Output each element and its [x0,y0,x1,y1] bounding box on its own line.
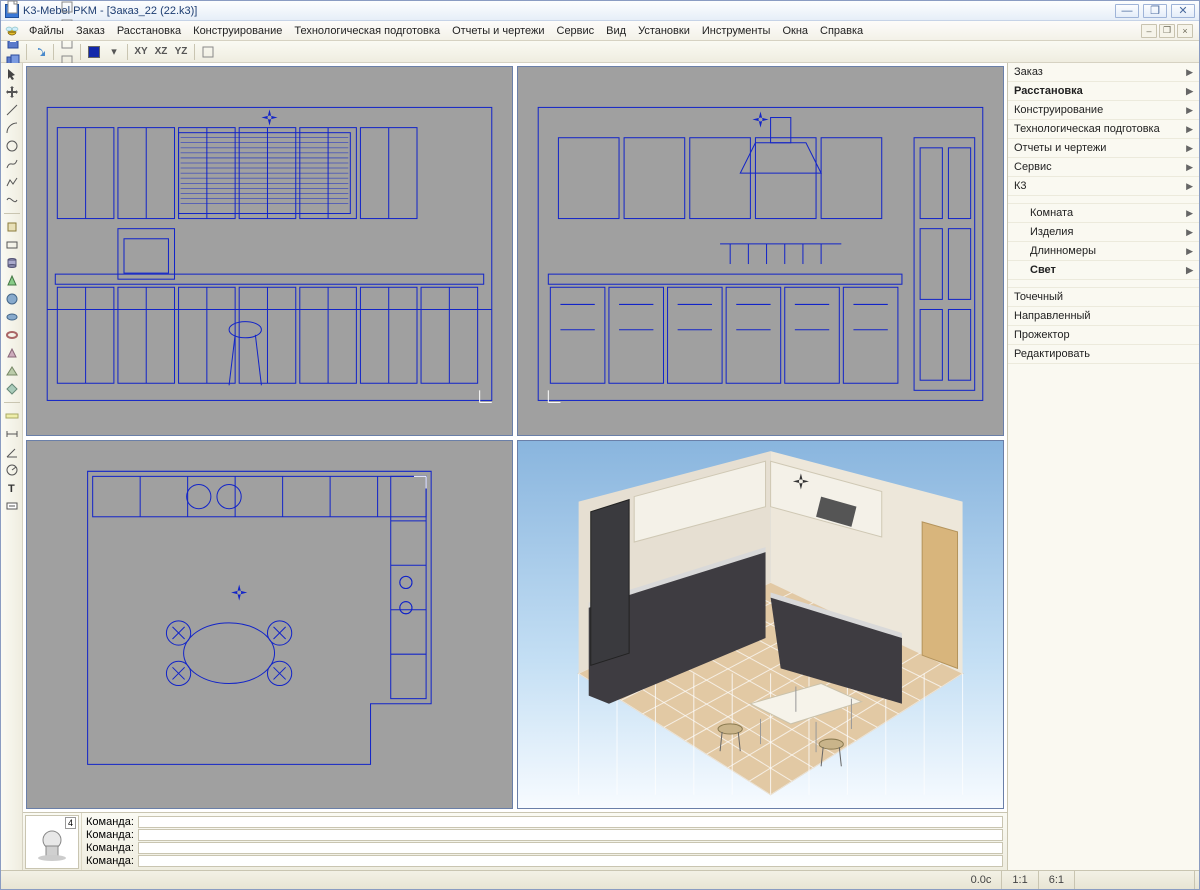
status-scale2: 6:1 [1039,871,1075,889]
mdi-close-button[interactable]: × [1177,24,1193,38]
cmd-input-1[interactable] [138,829,1003,841]
menu-технологическая подготовка[interactable]: Технологическая подготовка [288,23,446,39]
menu-файлы[interactable]: Файлы [23,23,70,39]
cmd-label: Команда: [86,816,134,828]
torus-icon[interactable] [3,326,21,344]
svg-text:T: T [8,483,15,495]
app-window: K3 K3-Mebel PKM - [Заказ_22 (22.k3)] — ❐… [0,0,1200,890]
sphere-icon[interactable] [3,290,21,308]
menu-конструирование[interactable]: Конструирование [187,23,288,39]
menu-сервис[interactable]: Сервис [551,23,601,39]
viewports [23,63,1007,812]
menu-заказ[interactable]: Заказ [70,23,111,39]
viewport-side[interactable] [517,66,1004,436]
prism-icon[interactable] [3,344,21,362]
curve-icon[interactable] [3,191,21,209]
panel-item-Комната[interactable]: Комната▶ [1008,204,1199,223]
side-panel: Заказ▶Расстановка▶Конструирование▶Технол… [1007,63,1199,870]
panel-item-Отчеты и чертежи[interactable]: Отчеты и чертежи▶ [1008,139,1199,158]
diamond-icon[interactable] [3,380,21,398]
radius-icon[interactable] [3,461,21,479]
color-swatch[interactable] [85,43,103,61]
statusbar: 0.0c 1:1 6:1 [1,870,1199,889]
mdi-minimize-button[interactable]: – [1141,24,1157,38]
menu-справка[interactable]: Справка [814,23,869,39]
line-icon[interactable] [3,101,21,119]
menu-инструменты[interactable]: Инструменты [696,23,777,39]
move-icon[interactable] [3,83,21,101]
bee-icon [5,24,19,38]
ruler-icon[interactable] [3,407,21,425]
menu-установки[interactable]: Установки [632,23,696,39]
preview-thumb[interactable]: 4 [25,815,79,869]
label-icon[interactable] [3,497,21,515]
status-empty [1075,871,1195,889]
pointer-icon[interactable] [3,65,21,83]
ellipsoid-icon[interactable] [3,308,21,326]
panel-item-Заказ[interactable]: Заказ▶ [1008,63,1199,82]
command-panel: 4 Команда:Команда:Команда:Команда: [23,812,1007,870]
cone-icon[interactable] [3,272,21,290]
dimension-icon[interactable] [3,425,21,443]
menu-расстановка[interactable]: Расстановка [111,23,187,39]
axis-xy-button[interactable]: XY [132,43,150,61]
panel-item-Сервис[interactable]: Сервис▶ [1008,158,1199,177]
panel-item-Изделия[interactable]: Изделия▶ [1008,223,1199,242]
panel-item-Свет[interactable]: Свет▶ [1008,261,1199,280]
panel-item-Прожектор[interactable]: Прожектор [1008,326,1199,345]
axis-icon[interactable] [58,0,76,16]
window-minimize-button[interactable]: — [1115,4,1139,18]
panel-item-Точечный[interactable]: Точечный [1008,288,1199,307]
axis-yz-button[interactable]: YZ [172,43,190,61]
left-toolbox: T [1,63,23,870]
panel-item-Конструирование[interactable]: Конструирование▶ [1008,101,1199,120]
arc-icon[interactable] [3,119,21,137]
cmd-label: Команда: [86,842,134,854]
menubar: ФайлыЗаказРасстановкаКонструированиеТехн… [1,21,1199,41]
menu-вид[interactable]: Вид [600,23,632,39]
panel-item-Направленный[interactable]: Направленный [1008,307,1199,326]
axis-xz-button[interactable]: XZ [152,43,170,61]
viewport-3d[interactable] [517,440,1004,810]
cylinder-icon[interactable] [3,254,21,272]
titlebar: K3 K3-Mebel PKM - [Заказ_22 (22.k3)] — ❐… [1,1,1199,21]
cmd-label: Команда: [86,829,134,841]
menu-отчеты и чертежи[interactable]: Отчеты и чертежи [446,23,550,39]
box3d-icon[interactable] [3,218,21,236]
circle-icon[interactable] [3,137,21,155]
rect-icon[interactable] [3,236,21,254]
color-dropdown-icon[interactable]: ▾ [105,43,123,61]
wedge-icon[interactable] [3,362,21,380]
text-icon[interactable]: T [3,479,21,497]
panel-item-К3[interactable]: К3▶ [1008,177,1199,196]
window-close-button[interactable]: ✕ [1171,4,1195,18]
status-time: 0.0c [961,871,1003,889]
window-maximize-button[interactable]: ❐ [1143,4,1167,18]
content-area: T [1,63,1199,870]
cmd-label: Команда: [86,855,134,867]
panel-item-Редактировать[interactable]: Редактировать [1008,345,1199,364]
main-toolbar: ✕ ▾ XY XZ YZ [1,41,1199,63]
window-title: K3-Mebel PKM - [Заказ_22 (22.k3)] [23,5,1115,17]
new-file-icon[interactable] [4,0,22,16]
menu-окна[interactable]: Окна [776,23,814,39]
angle-icon[interactable] [3,443,21,461]
status-scale1: 1:1 [1002,871,1038,889]
viewport-top[interactable] [26,440,513,810]
viewport-front[interactable] [26,66,513,436]
eyedropper-icon[interactable] [199,43,217,61]
panel-item-Технологическая подготовка[interactable]: Технологическая подготовка▶ [1008,120,1199,139]
thumb-badge: 4 [65,817,76,829]
redo-icon[interactable] [31,43,49,61]
spline-icon[interactable] [3,155,21,173]
polyline-icon[interactable] [3,173,21,191]
mdi-restore-button[interactable]: ❐ [1159,24,1175,38]
panel-item-Расстановка[interactable]: Расстановка▶ [1008,82,1199,101]
workspace: 4 Команда:Команда:Команда:Команда: [23,63,1007,870]
cmd-input-3[interactable] [138,855,1003,867]
panel-item-Длинномеры[interactable]: Длинномеры▶ [1008,242,1199,261]
cmd-input-2[interactable] [138,842,1003,854]
cmd-input-0[interactable] [138,816,1003,828]
